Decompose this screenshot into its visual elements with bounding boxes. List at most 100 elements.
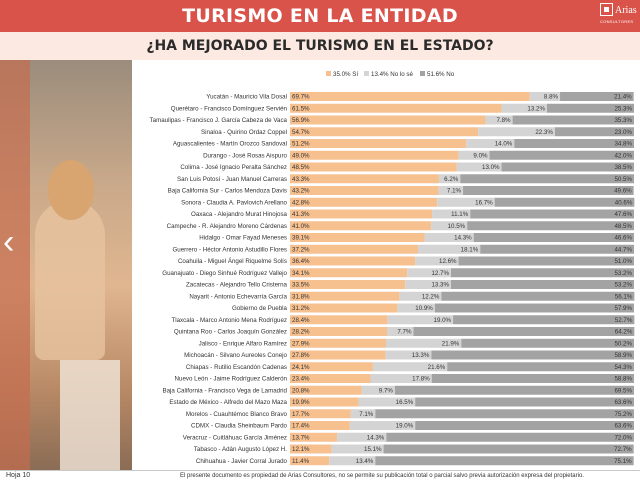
bar-si [290, 233, 425, 242]
page-title: TURISMO EN LA ENTIDAD [182, 5, 458, 27]
photo-wall-shape [0, 60, 30, 470]
page-number: Hoja 10 [6, 472, 31, 479]
data-label-nolose: 13.2% [527, 105, 545, 112]
bar-no [554, 127, 634, 137]
chart-question: ¿HA MEJORADO EL TURISMO EN EL ESTADO? [146, 38, 494, 54]
data-label-nolose: 14.3% [454, 235, 472, 242]
bar-si [290, 197, 438, 207]
data-label-nolose: 19.0% [434, 317, 452, 324]
category-label: Oaxaca - Alejandro Murat Hinojosa [191, 211, 288, 218]
bar-nolose [424, 233, 474, 242]
previous-slide-button[interactable]: ‹ [0, 222, 22, 262]
data-label-nolose: 11.1% [451, 211, 469, 218]
data-label-nolose: 12.6% [439, 258, 457, 265]
category-label: Guerrero - Héctor Antonio Astudillo Flor… [172, 246, 287, 253]
data-label-si: 51.2% [292, 141, 310, 148]
legend-label-nolose: 13.4% No lo sé [371, 71, 414, 78]
data-label-si: 61.5% [292, 105, 310, 112]
category-label: Yucatán - Mauricio Vila Dosal [206, 94, 287, 101]
bar-nolose [438, 174, 461, 184]
company-logo: Arias CONSULTORES [600, 3, 637, 29]
bar-no [489, 150, 634, 160]
legend-label-si: 35.0% Sí [333, 71, 358, 78]
bar-si [290, 315, 388, 325]
data-label-nolose: 10.9% [415, 305, 433, 312]
data-label-si: 12.1% [292, 446, 310, 453]
data-label-si: 41.3% [292, 211, 310, 218]
bar-no [453, 315, 635, 325]
data-label-no: 23.0% [614, 129, 632, 136]
bar-nolose [438, 186, 464, 195]
category-label: Coahuila - Miguel Ángel Riquelme Solís [178, 258, 287, 265]
data-label-si: 28.4% [292, 317, 310, 324]
bar-si [290, 186, 439, 195]
data-label-nolose: 8.8% [544, 94, 559, 101]
data-label-no: 35.3% [614, 117, 632, 124]
bar-nolose [358, 397, 416, 407]
data-label-si: 69.7% [292, 94, 310, 101]
data-label-si: 28.2% [292, 329, 310, 336]
bar-nolose [432, 209, 471, 219]
bar-no [494, 197, 635, 207]
data-label-no: 58.8% [614, 376, 632, 383]
category-label: Nayarit - Antonio Echevarría García [189, 293, 287, 300]
bar-si [290, 92, 530, 101]
bar-no [480, 244, 634, 254]
data-label-no: 46.6% [614, 235, 632, 242]
category-label: Baja California - Francisco Vega de Lama… [162, 387, 287, 394]
legend-swatch-si [326, 71, 331, 76]
data-label-si: 27.8% [292, 352, 310, 359]
data-label-no: 53.2% [614, 282, 632, 289]
copyright-notice: El presente documento es propiedad de Ar… [180, 473, 584, 479]
bar-nolose [350, 409, 376, 419]
data-label-si: 19.9% [292, 399, 310, 406]
bar-si [290, 244, 418, 254]
bar-nolose [407, 268, 451, 278]
bar-si [290, 209, 433, 219]
category-label: CDMX - Claudia Sheinbaum Pardo [191, 423, 288, 430]
category-label: Campeche - R. Alejandro Moreno Cárdenas [167, 223, 287, 230]
bar-no [375, 409, 634, 419]
data-label-no: 53.2% [614, 270, 632, 277]
data-label-no: 51.0% [614, 258, 632, 265]
data-label-si: 24.1% [292, 364, 310, 371]
category-label: Aguascalientes - Martín Orozco Sandoval [173, 141, 287, 148]
bar-no [473, 233, 634, 242]
legend-label-no: 51.6% No [427, 71, 455, 78]
category-label: Gobierno de Puebla [232, 305, 288, 312]
bar-si [290, 444, 332, 454]
bar-nolose [431, 221, 468, 231]
bar-no [512, 115, 634, 125]
bar-si [290, 150, 459, 160]
category-label: Querétaro - Francisco Domínguez Servién [171, 105, 288, 112]
bar-si [290, 268, 408, 278]
bar-nolose [385, 350, 432, 360]
data-label-no: 75.2% [614, 411, 632, 418]
bar-nolose [337, 432, 387, 442]
bar-no [463, 186, 634, 195]
bar-si [290, 327, 388, 336]
data-label-no: 64.2% [615, 329, 633, 336]
legend-swatch-nolose [364, 71, 369, 76]
chevron-left-icon: ‹ [3, 223, 15, 261]
data-label-no: 38.5% [614, 164, 632, 171]
data-label-si: 17.7% [292, 411, 310, 418]
data-label-nolose: 7.7% [397, 329, 412, 336]
bar-no [375, 456, 634, 466]
bar-nolose [329, 456, 376, 466]
data-label-si: 17.4% [292, 423, 310, 430]
stacked-bar-chart: 35.0% Sí 13.4% No lo sé 51.6% No Yucatán - … [150, 71, 635, 466]
bar-nolose [331, 444, 384, 454]
data-label-no: 50.2% [614, 340, 632, 347]
bar-no [447, 362, 634, 372]
data-label-nolose: 7.1% [359, 411, 374, 418]
category-label: Michoacán - Silvano Aureoles Conejo [184, 352, 287, 359]
data-label-si: 11.4% [292, 458, 310, 465]
bar-no [461, 338, 634, 348]
bar-nolose [405, 280, 451, 289]
bar-nolose [349, 421, 416, 430]
bar-nolose [397, 303, 435, 313]
bar-no [546, 103, 634, 113]
bar-nolose [458, 150, 490, 160]
bar-si [290, 115, 486, 125]
